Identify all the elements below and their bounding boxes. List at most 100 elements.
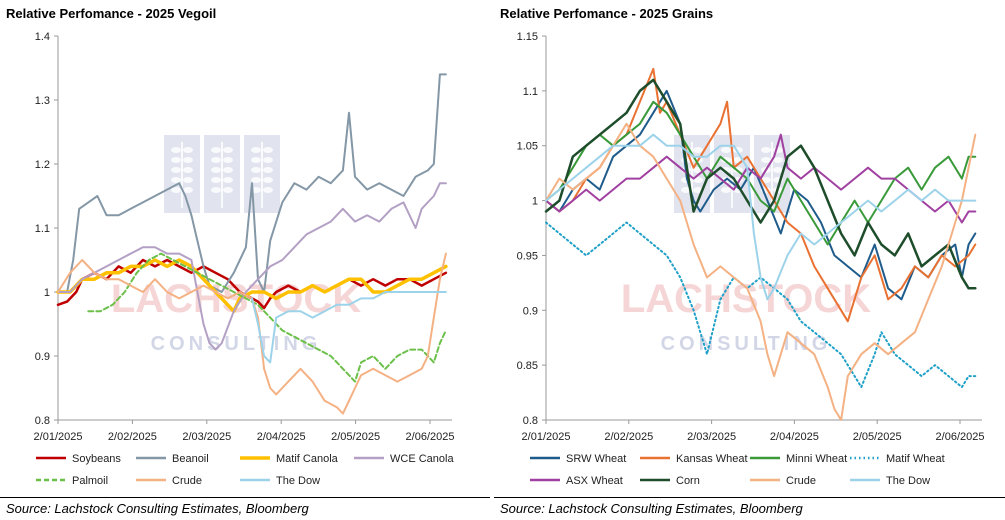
series-line-crude — [545, 122, 977, 421]
legend-item: Beanoil — [136, 453, 209, 465]
legend-label: Crude — [786, 475, 816, 487]
panel-divider — [490, 0, 494, 520]
wheat-grain-icon — [773, 167, 783, 173]
legend-item: Matif Wheat — [850, 453, 945, 465]
series-line-matif-wheat — [545, 221, 977, 389]
source-text: Source: Lachstock Consulting Estimates, … — [500, 501, 803, 516]
y-tick-label: 0.8 — [523, 415, 538, 427]
y-tick-label: 1.1 — [523, 86, 538, 98]
series-line-soybeans — [56, 258, 448, 310]
vegoil-chart-svg: LACHSTOCK CONSULTING 0.8 0.9 1 1.1 1.2 1.3 1.4 2/… — [34, 31, 455, 487]
y-tick-label: 1.3 — [35, 95, 50, 107]
legend-label: Matif Canola — [276, 453, 339, 465]
y-tick-label: 1 — [44, 287, 50, 299]
legend-item: Kansas Wheat — [640, 453, 748, 465]
watermark-brand: LACHSTOCK — [111, 277, 361, 321]
x-tick-label: 2/01/2025 — [34, 431, 83, 443]
legend-label: Crude — [172, 475, 202, 487]
source-divider — [494, 497, 1005, 498]
legend-label: WCE Canola — [390, 453, 454, 465]
y-tick-label: 1.4 — [35, 31, 50, 43]
x-tick-label: 2/01/2025 — [522, 431, 571, 443]
y-tick-label: 1.2 — [35, 159, 50, 171]
wheat-grain-icon — [223, 177, 233, 183]
wheat-grain-icon — [263, 187, 273, 193]
wheat-grain-icon — [223, 167, 233, 173]
wheat-grain-icon — [171, 167, 181, 173]
wheat-grain-icon — [183, 187, 193, 193]
legend-label: Beanoil — [172, 453, 209, 465]
series-line-the-dow — [545, 133, 977, 301]
x-tick-label: 2/02/2025 — [604, 431, 653, 443]
legend-label: Soybeans — [72, 453, 121, 465]
wheat-grain-icon — [681, 187, 691, 193]
wheat-grain-icon — [773, 157, 783, 163]
wheat-grain-icon — [223, 157, 233, 163]
y-tick-label: 1.1 — [35, 223, 50, 235]
x-tick-label: 2/06/2025 — [936, 431, 985, 443]
wheat-grain-icon — [171, 177, 181, 183]
x-tick-label: 2/04/2025 — [770, 431, 819, 443]
wheat-grain-icon — [171, 187, 181, 193]
legend-item: Palmoil — [36, 475, 108, 487]
wheat-grain-icon — [251, 147, 261, 153]
wheat-grain-icon — [211, 147, 221, 153]
legend-item: Crude — [750, 475, 816, 487]
wheat-grain-icon — [251, 177, 261, 183]
chart-title: Relative Perfomance - 2025 Vegoil — [6, 6, 217, 21]
x-tick-label: 2/06/2025 — [406, 431, 455, 443]
grains-chart-svg: LACHSTOCK CONSULTING 0.8 0.85 0.9 0.95 1 1.05 1.… — [517, 31, 985, 487]
watermark: LACHSTOCK CONSULTING — [621, 135, 871, 355]
legend-label: ASX Wheat — [566, 475, 623, 487]
series-line-corn — [544, 78, 977, 290]
wheat-grain-icon — [223, 147, 233, 153]
wheat-grain-icon — [183, 157, 193, 163]
wheat-grain-icon — [211, 177, 221, 183]
legend-label: Corn — [676, 475, 700, 487]
wheat-grain-icon — [721, 147, 731, 153]
legend-label: Matif Wheat — [886, 453, 945, 465]
wheat-stem-icon — [691, 142, 693, 208]
x-tick-label: 2/05/2025 — [853, 431, 902, 443]
watermark-brand: LACHSTOCK — [621, 277, 871, 321]
wheat-grain-icon — [721, 187, 731, 193]
wheat-grain-icon — [183, 167, 193, 173]
wheat-grain-icon — [761, 147, 771, 153]
legend-item: Soybeans — [36, 453, 121, 465]
wheat-grain-icon — [251, 167, 261, 173]
y-tick-label: 0.9 — [35, 351, 50, 363]
wheat-grain-icon — [211, 187, 221, 193]
x-tick-label: 2/03/2025 — [182, 431, 231, 443]
wheat-grain-icon — [223, 187, 233, 193]
legend-label: Minni Wheat — [786, 453, 847, 465]
series-line-crude — [57, 252, 447, 415]
wheat-grain-icon — [211, 167, 221, 173]
wheat-grain-icon — [251, 157, 261, 163]
legend-item: Crude — [136, 475, 202, 487]
series-line-minni-wheat — [545, 100, 977, 246]
wheat-stem-icon — [261, 142, 263, 208]
wheat-grain-icon — [263, 147, 273, 153]
chart-title: Relative Perfomance - 2025 Grains — [500, 6, 714, 21]
y-tick-label: 0.9 — [523, 305, 538, 317]
x-tick-label: 2/04/2025 — [257, 431, 306, 443]
legend-item: WCE Canola — [354, 453, 454, 465]
y-tick-label: 1.15 — [517, 31, 538, 43]
legend-item: The Dow — [240, 475, 320, 487]
wheat-grain-icon — [761, 157, 771, 163]
wheat-grain-icon — [693, 177, 703, 183]
wheat-grain-icon — [183, 147, 193, 153]
legend-item: Matif Canola — [240, 453, 339, 465]
grains-chart-panel: Relative Perfomance - 2025 Grains LACHST… — [494, 0, 1005, 520]
y-tick-label: 1 — [532, 196, 538, 208]
wheat-grain-icon — [263, 157, 273, 163]
legend-item: ASX Wheat — [530, 475, 623, 487]
wheat-grain-icon — [171, 147, 181, 153]
y-tick-label: 0.95 — [517, 250, 538, 262]
legend-item: Corn — [640, 475, 700, 487]
y-tick-label: 0.85 — [517, 360, 538, 372]
wheat-grain-icon — [211, 157, 221, 163]
legend-item: Minni Wheat — [750, 453, 847, 465]
legend-item: SRW Wheat — [530, 453, 626, 465]
series-line-palmoil — [87, 252, 447, 383]
